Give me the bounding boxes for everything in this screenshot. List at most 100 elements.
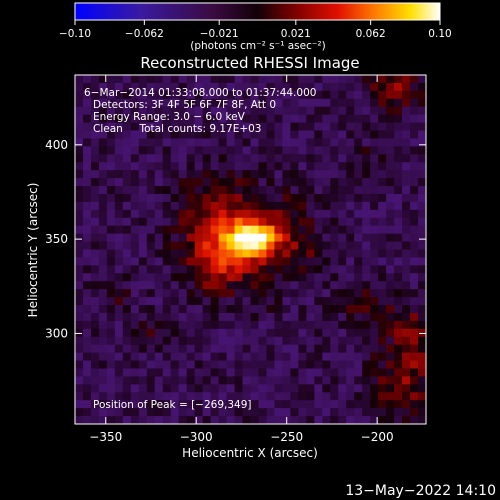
heatmap-cell bbox=[202, 106, 212, 116]
heatmap-cell bbox=[274, 138, 284, 147]
heatmap-cell bbox=[298, 225, 307, 235]
heatmap-cell bbox=[106, 297, 116, 306]
heatmap-cell bbox=[298, 186, 307, 195]
heatmap-cell bbox=[122, 320, 132, 330]
heatmap-cell bbox=[218, 146, 228, 155]
heatmap-cell bbox=[370, 193, 379, 203]
heatmap-cell bbox=[314, 178, 323, 187]
heatmap-cell bbox=[410, 193, 419, 203]
annotation-energy-range: Energy Range: 3.0 − 6.0 keV bbox=[93, 111, 246, 123]
heatmap-cell bbox=[346, 217, 355, 227]
heatmap-cell bbox=[298, 408, 307, 417]
heatmap-cell bbox=[394, 193, 403, 203]
heatmap-cell bbox=[378, 241, 387, 251]
heatmap-cell bbox=[346, 249, 355, 259]
heatmap-cell bbox=[298, 297, 307, 306]
heatmap-cell bbox=[354, 122, 363, 132]
heatmap-cell bbox=[146, 368, 156, 378]
heatmap-cell bbox=[146, 75, 156, 84]
heatmap-cell bbox=[362, 384, 371, 393]
heatmap-cell bbox=[114, 170, 124, 179]
heatmap-cell bbox=[306, 75, 315, 84]
heatmap-cell bbox=[370, 289, 379, 298]
heatmap-cell bbox=[194, 328, 204, 338]
heatmap-cell bbox=[194, 122, 204, 132]
heatmap-cell bbox=[122, 186, 132, 195]
heatmap-cell bbox=[338, 186, 347, 195]
heatmap-cell bbox=[218, 312, 228, 322]
heatmap-cell bbox=[330, 320, 339, 330]
heatmap-cell bbox=[386, 146, 395, 155]
heatmap-cell bbox=[122, 193, 132, 203]
heatmap-cell bbox=[330, 186, 339, 195]
heatmap-cell bbox=[314, 154, 323, 163]
heatmap-cell bbox=[106, 225, 116, 235]
heatmap-cell bbox=[282, 273, 291, 282]
heatmap-cell bbox=[370, 217, 379, 227]
heatmap-cell bbox=[106, 416, 116, 424]
heatmap-cell bbox=[178, 122, 188, 132]
heatmap-cell bbox=[202, 273, 212, 282]
heatmap-cell bbox=[186, 344, 196, 354]
heatmap-cell bbox=[322, 178, 331, 187]
heatmap-cell bbox=[186, 209, 196, 219]
heatmap-cell bbox=[106, 281, 116, 290]
heatmap-cell bbox=[354, 178, 363, 187]
heatmap-cell bbox=[282, 336, 291, 346]
heatmap-cell bbox=[306, 138, 315, 147]
heatmap-cell bbox=[418, 186, 426, 195]
heatmap-cell bbox=[418, 75, 426, 84]
heatmap-cell bbox=[298, 312, 307, 322]
heatmap-cell bbox=[410, 408, 419, 417]
heatmap-cell bbox=[274, 392, 284, 401]
heatmap-cell bbox=[274, 233, 284, 243]
heatmap-cell bbox=[218, 328, 228, 338]
heatmap-cell bbox=[250, 392, 260, 401]
heatmap-cell bbox=[266, 241, 276, 251]
heatmap-cell bbox=[218, 170, 228, 179]
heatmap-cell bbox=[354, 297, 363, 306]
heatmap-cell bbox=[346, 209, 355, 219]
heatmap-cell bbox=[82, 289, 92, 298]
heatmap-cell bbox=[258, 328, 268, 338]
heatmap-cell bbox=[378, 162, 387, 171]
heatmap-cell bbox=[346, 162, 355, 171]
heatmap-cell bbox=[210, 193, 220, 203]
heatmap-cell bbox=[386, 225, 395, 235]
heatmap-cell bbox=[138, 241, 148, 251]
heatmap-cell bbox=[378, 209, 387, 219]
heatmap-cell bbox=[210, 75, 220, 84]
x-axis-label: Heliocentric X (arcsec) bbox=[182, 446, 318, 460]
heatmap-cell bbox=[250, 241, 260, 251]
heatmap-cell bbox=[266, 376, 276, 385]
heatmap-cell bbox=[202, 265, 212, 274]
heatmap-cell bbox=[114, 217, 124, 227]
heatmap-cell bbox=[386, 138, 395, 147]
heatmap-cell bbox=[82, 265, 92, 274]
heatmap-cell bbox=[146, 146, 156, 155]
heatmap-cell bbox=[266, 273, 276, 282]
heatmap-cell bbox=[146, 82, 156, 92]
heatmap-cell bbox=[322, 82, 331, 92]
heatmap-cell bbox=[330, 344, 339, 354]
heatmap-cell bbox=[154, 328, 164, 338]
heatmap-cell bbox=[362, 122, 371, 132]
heatmap-cell bbox=[338, 217, 347, 227]
heatmap-cell bbox=[322, 217, 331, 227]
heatmap-cell bbox=[322, 98, 331, 108]
heatmap-cell bbox=[138, 416, 148, 424]
heatmap-cell bbox=[90, 328, 100, 338]
heatmap-cell bbox=[386, 289, 395, 298]
heatmap-cell bbox=[306, 178, 315, 187]
heatmap-cell bbox=[354, 154, 363, 163]
heatmap-cell bbox=[386, 154, 395, 163]
heatmap-cell bbox=[202, 114, 212, 124]
heatmap-cell bbox=[402, 328, 411, 338]
heatmap-cell bbox=[90, 257, 100, 266]
heatmap-cell bbox=[298, 400, 307, 409]
colorbar-ticks: −0.10 −0.062 −0.021 0.021 0.062 0.10 bbox=[59, 20, 452, 40]
heatmap-cell bbox=[362, 352, 371, 362]
heatmap-cell bbox=[90, 146, 100, 155]
heatmap-cell bbox=[274, 170, 284, 179]
heatmap-cell bbox=[386, 344, 395, 354]
